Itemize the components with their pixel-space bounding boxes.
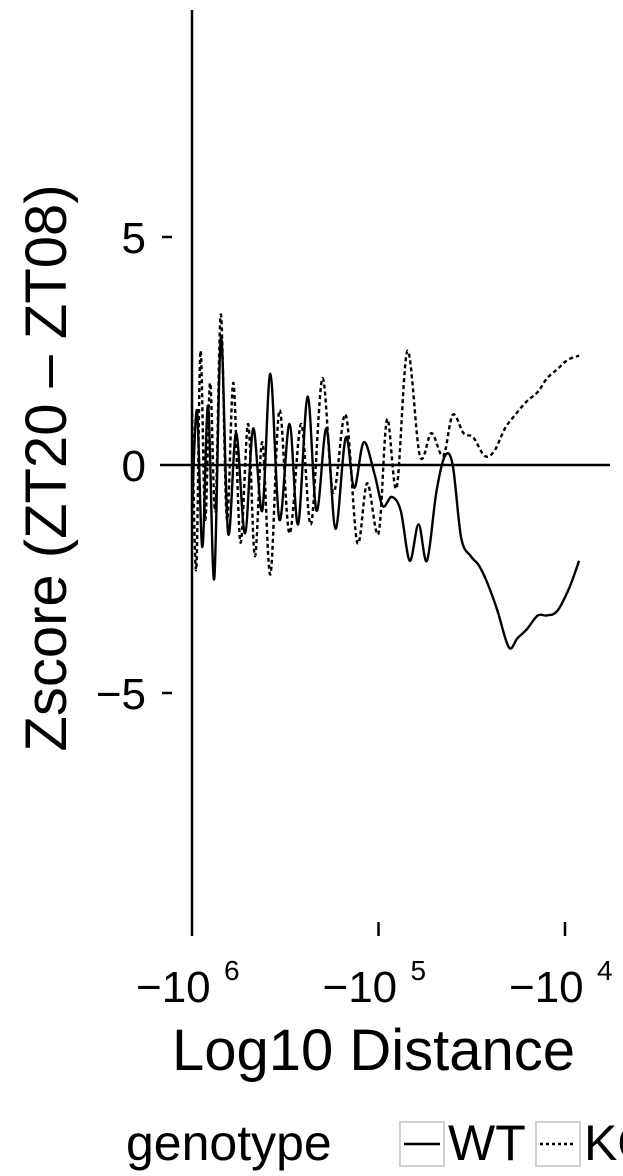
legend-entry-wt: WT	[399, 1115, 526, 1171]
x-tick-label-base: −10	[509, 963, 584, 1012]
x-tick-label-base: −10	[323, 963, 398, 1012]
legend-label: WT	[448, 1115, 526, 1171]
x-tick-label-exponent: 6	[224, 955, 240, 986]
legend-label: KO	[584, 1115, 623, 1171]
x-axis-ticks: −10 6 −10 5 −10 4	[136, 922, 613, 1012]
axes	[160, 10, 610, 922]
y-tick-label: 0	[122, 442, 146, 491]
x-tick-label: −10 5	[323, 955, 427, 1012]
legend-title: genotype	[126, 1115, 332, 1171]
legend-entry-ko: KO	[535, 1115, 623, 1171]
legend: genotype WT KO	[126, 1115, 623, 1171]
x-tick-label: −10 4	[509, 955, 613, 1012]
x-tick-label-exponent: 4	[597, 955, 613, 986]
series-lines	[190, 313, 581, 650]
series-line-wt	[190, 336, 581, 650]
legend-entries: WT KO	[399, 1115, 623, 1171]
y-axis-title: Zscore (ZT20 – ZT08)	[14, 184, 79, 751]
y-tick-label: 5	[122, 214, 146, 263]
x-tick-label-exponent: 5	[411, 955, 427, 986]
x-tick-label: −10 6	[136, 955, 240, 1012]
x-tick-label-base: −10	[136, 963, 211, 1012]
y-axis-ticks: 5 0 −5	[96, 214, 172, 719]
y-tick-label: −5	[96, 670, 146, 719]
x-axis-title: Log10 Distance	[172, 1018, 575, 1083]
series-line-ko	[190, 313, 580, 576]
